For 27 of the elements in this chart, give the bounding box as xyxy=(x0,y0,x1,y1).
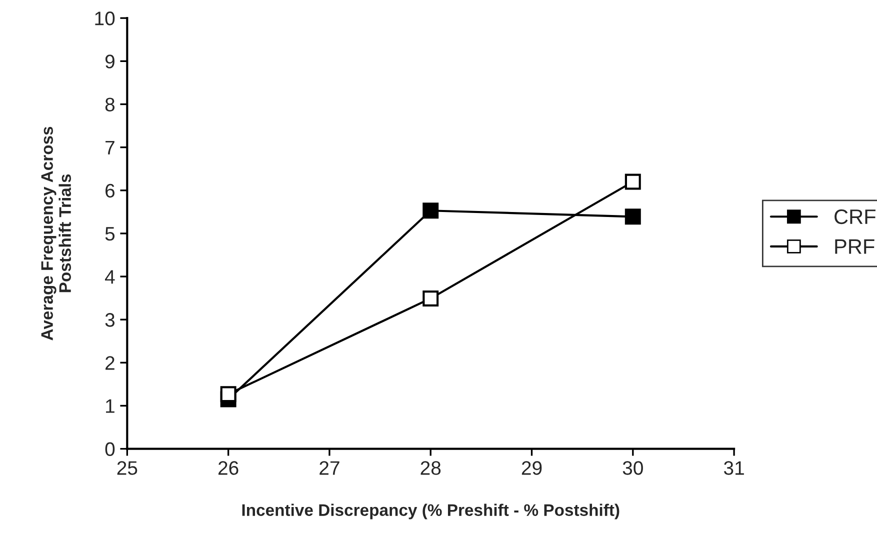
y-tick-label: 8 xyxy=(105,98,115,112)
y-tick-label: 7 xyxy=(106,140,114,154)
y-tick-label: 6 xyxy=(106,184,115,198)
y-tick-label: 9 xyxy=(105,54,114,68)
point xyxy=(220,386,236,402)
x-tick-label: 29 xyxy=(522,461,542,475)
y-tick-label: 10 xyxy=(95,12,115,26)
y-tick-label: 1 xyxy=(106,399,114,413)
y-tick-label: 4 xyxy=(104,270,115,284)
x-tick-label: 27 xyxy=(320,461,340,475)
point xyxy=(422,290,439,306)
legend-label: PRF xyxy=(835,239,874,254)
y-tick-label: 0 xyxy=(105,442,115,456)
x-tick-label: 31 xyxy=(724,461,744,475)
y-axis-title: Average Frequency Across Postshift Trials xyxy=(41,126,71,340)
point xyxy=(422,202,439,219)
y-tick-label: 3 xyxy=(105,313,115,327)
point xyxy=(624,174,641,190)
x-tick-label: 25 xyxy=(117,461,138,475)
x-tick-label: 26 xyxy=(218,461,238,475)
x-tick-label: 30 xyxy=(622,461,643,475)
x-axis-title: Incentive Discrepancy (% Preshift - % Postshift) xyxy=(242,504,620,520)
y-tick-label: 5 xyxy=(105,227,115,241)
y-tick-label: 2 xyxy=(106,356,114,370)
point xyxy=(624,208,641,225)
legend-label: CRF xyxy=(834,209,876,224)
x-tick-label: 28 xyxy=(420,461,441,475)
